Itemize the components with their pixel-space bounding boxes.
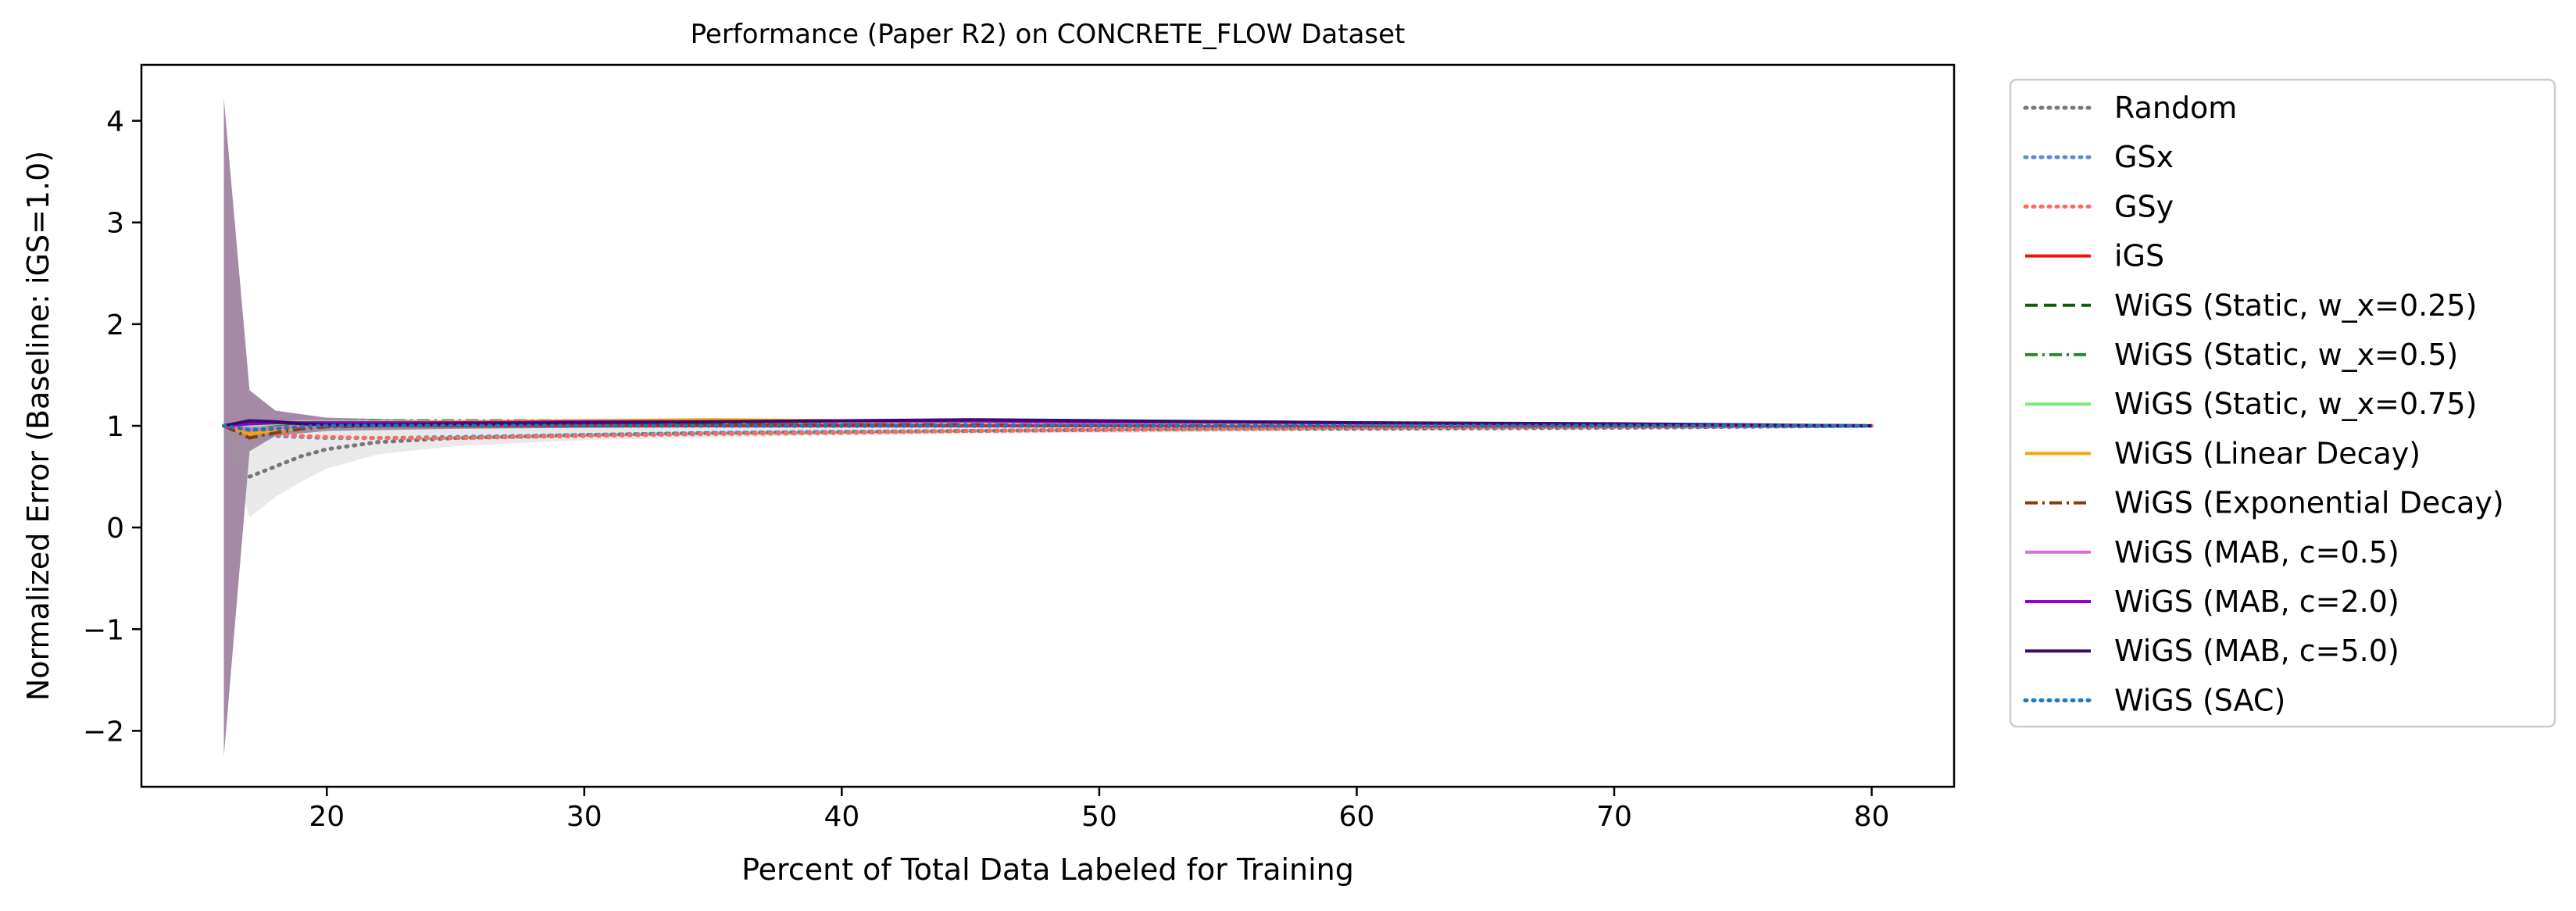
- y-tick-label: 4: [106, 106, 124, 138]
- x-tick-label: 30: [566, 801, 602, 833]
- confidence-band-1: [223, 420, 1872, 518]
- series-layer: [222, 418, 1874, 479]
- legend-frame: [2009, 78, 2556, 728]
- legend-label: WiGS (Static, w_x=0.75): [2114, 387, 2477, 421]
- series-line-11: [223, 418, 1872, 427]
- x-tick-label: 20: [309, 801, 345, 833]
- x-tick-label: 70: [1596, 801, 1632, 833]
- legend-label: WiGS (MAB, c=0.5): [2114, 535, 2399, 570]
- y-tick-label: −1: [83, 614, 124, 646]
- legend-label: WiGS (Static, w_x=0.25): [2114, 288, 2477, 323]
- x-axis-label: Percent of Total Data Labeled for Traini…: [741, 852, 1354, 887]
- x-tick-label: 50: [1081, 801, 1117, 833]
- y-tick-label: 3: [106, 208, 124, 240]
- legend: Random GSx GSy iGS WiGS (Static, w_x=0.25) Wi…: [2009, 78, 2556, 728]
- legend-label: Random: [2114, 91, 2237, 125]
- legend-label: WiGS (Linear Decay): [2114, 436, 2421, 470]
- legend-label: GSy: [2114, 189, 2174, 223]
- x-tick-label: 40: [824, 801, 859, 833]
- legend-label: WiGS (Exponential Decay): [2114, 486, 2504, 520]
- series-line-2: [222, 423, 1874, 441]
- chart-title: Performance (Paper R2) on CONCRETE_FLOW …: [691, 19, 1406, 50]
- series-line-12: [222, 423, 1874, 432]
- legend-label: iGS: [2114, 239, 2164, 273]
- legend-label: GSx: [2114, 140, 2174, 174]
- y-tick-label: 0: [106, 513, 124, 545]
- legend-label: WiGS (SAC): [2114, 683, 2285, 717]
- y-axis: −2 −1 0 1 2 3 4: [83, 106, 141, 748]
- x-axis: 20 30 40 50 60 70 80: [309, 787, 1889, 833]
- legend-label: WiGS (MAB, c=2.0): [2114, 584, 2399, 619]
- legend-label: WiGS (MAB, c=5.0): [2114, 634, 2399, 668]
- x-tick-label: 60: [1339, 801, 1375, 833]
- x-tick-label: 80: [1854, 801, 1890, 833]
- y-tick-label: 1: [106, 411, 124, 443]
- y-tick-label: 2: [106, 309, 124, 341]
- y-axis-label: Normalized Error (Baseline: iGS=1.0): [21, 151, 55, 701]
- y-tick-label: −2: [83, 716, 124, 748]
- legend-label: WiGS (Static, w_x=0.5): [2114, 338, 2458, 372]
